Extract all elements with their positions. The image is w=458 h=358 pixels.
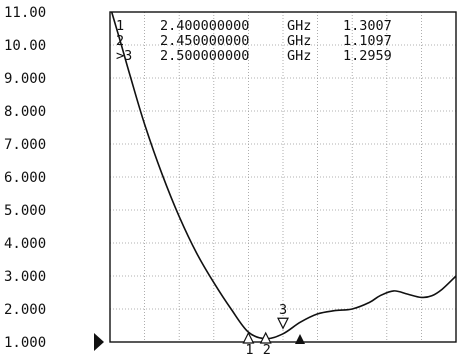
y-tick-label: 11.00: [4, 5, 46, 21]
marker-row-frequency: 2.400000000: [160, 18, 249, 34]
y-axis-ticks: 11.00 10.00 9.000 8.000 7.000 6.000 5.000 4.000…: [4, 5, 46, 351]
marker-row-frequency: 2.500000000: [160, 48, 249, 64]
y-tick-label: 3.000: [4, 269, 46, 285]
marker-row-unit: GHz: [287, 48, 311, 64]
marker-row-value: 1.3007: [343, 18, 392, 34]
reference-level-arrow: [94, 333, 104, 351]
marker-row-unit: GHz: [287, 33, 311, 49]
marker-2-symbol: [259, 331, 272, 344]
y-tick-label: 7.000: [4, 137, 46, 153]
y-tick-label: 6.000: [4, 170, 46, 186]
marker-row-index: >3: [116, 48, 132, 64]
marker-row-value: 1.2959: [343, 48, 392, 64]
marker-row-index: 2: [116, 33, 124, 49]
marker-3-symbol-label: 3: [279, 302, 287, 318]
marker-row-index: 1: [116, 18, 124, 34]
swr-trace: [110, 11, 457, 340]
marker-axis-triangle: [295, 334, 305, 344]
y-tick-label: 4.000: [4, 236, 46, 252]
marker-1-symbol-label: 1: [245, 342, 253, 358]
y-tick-label: 2.000: [4, 302, 46, 318]
y-tick-label: 1.000: [4, 335, 46, 351]
y-tick-label: 9.000: [4, 71, 46, 87]
grid-lines: [110, 12, 456, 342]
marker-1-symbol: [242, 331, 255, 344]
marker-row-unit: GHz: [287, 18, 311, 34]
plot-frame: [109, 11, 457, 343]
marker-2-symbol-label: 2: [263, 342, 271, 358]
y-tick-label: 8.000: [4, 104, 46, 120]
y-tick-label: 5.000: [4, 203, 46, 219]
marker-row-value: 1.1097: [343, 33, 392, 49]
y-tick-label: 10.00: [4, 38, 46, 54]
marker-3-symbol: [277, 317, 289, 330]
marker-readout-table: 1 2.400000000 GHz 1.3007 2 2.450000000 GHz 1.10…: [116, 18, 392, 64]
marker-symbols: 1 2 3: [242, 302, 305, 358]
marker-row-frequency: 2.450000000: [160, 33, 249, 49]
